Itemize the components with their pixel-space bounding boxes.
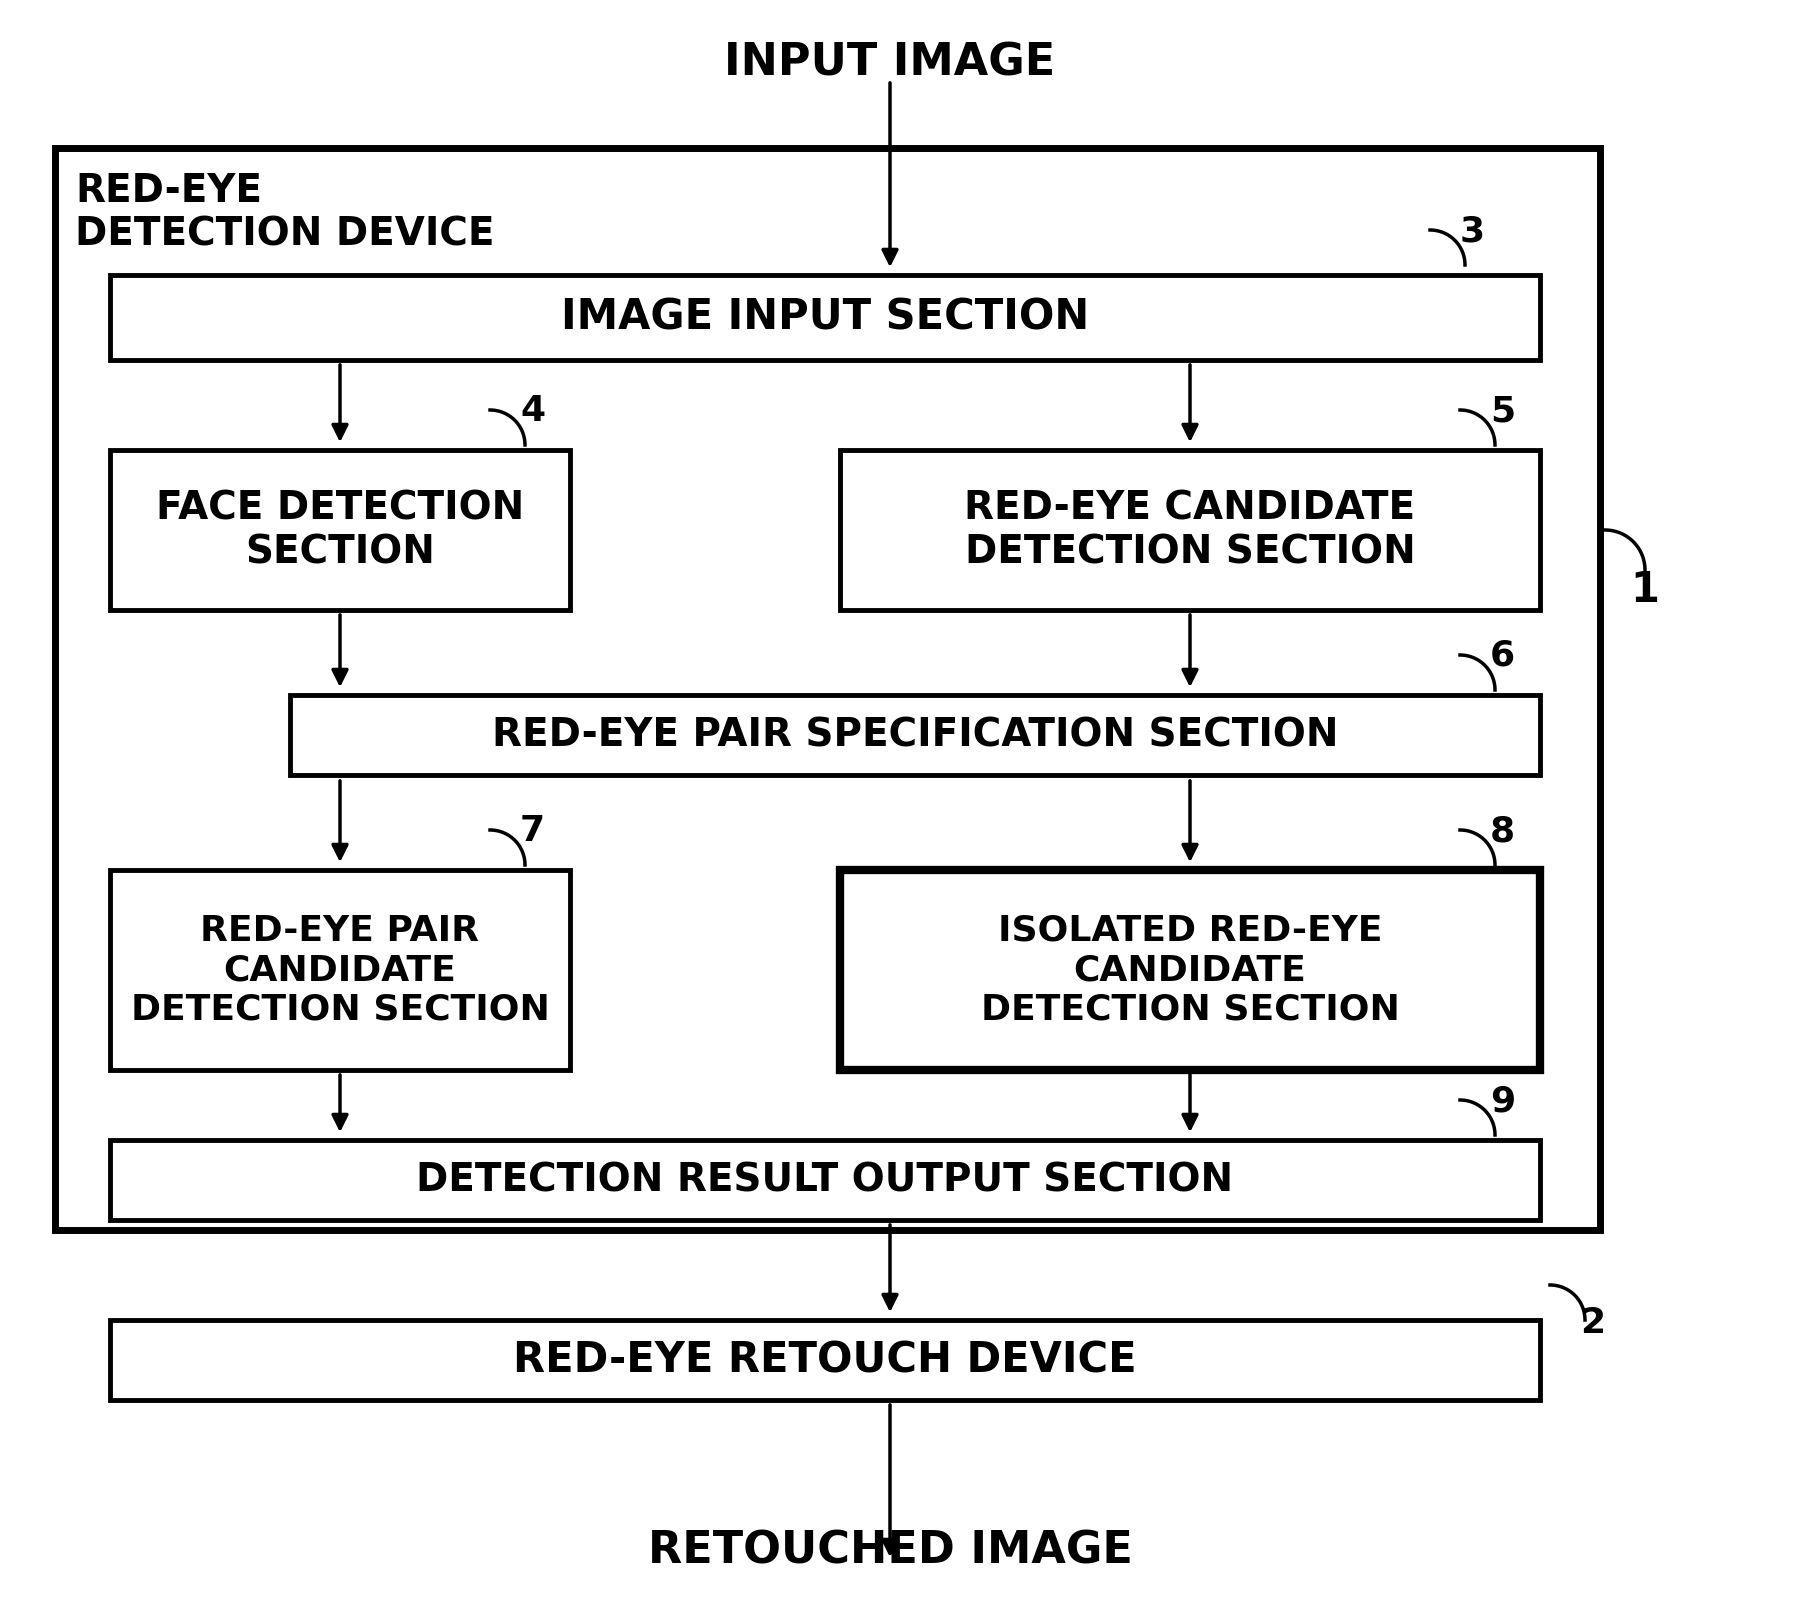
Text: RETOUCHED IMAGE: RETOUCHED IMAGE xyxy=(647,1530,1133,1571)
Text: RED-EYE PAIR SPECIFICATION SECTION: RED-EYE PAIR SPECIFICATION SECTION xyxy=(491,716,1338,753)
Text: 3: 3 xyxy=(1460,214,1485,248)
Bar xyxy=(56,148,1600,1230)
Bar xyxy=(840,869,1541,1071)
Text: RED-EYE RETOUCH DEVICE: RED-EYE RETOUCH DEVICE xyxy=(512,1340,1136,1381)
Text: 2: 2 xyxy=(1580,1306,1606,1340)
Bar xyxy=(110,1140,1541,1220)
Text: 7: 7 xyxy=(520,815,545,848)
Text: FACE DETECTION
SECTION: FACE DETECTION SECTION xyxy=(156,489,525,572)
Text: 5: 5 xyxy=(1491,394,1516,428)
Text: DETECTION RESULT OUTPUT SECTION: DETECTION RESULT OUTPUT SECTION xyxy=(417,1161,1233,1199)
Text: 1: 1 xyxy=(1631,568,1660,612)
Text: IMAGE INPUT SECTION: IMAGE INPUT SECTION xyxy=(561,296,1090,338)
Text: 9: 9 xyxy=(1491,1084,1516,1117)
Bar xyxy=(289,696,1541,774)
Bar xyxy=(110,275,1541,361)
Text: RED-EYE CANDIDATE
DETECTION SECTION: RED-EYE CANDIDATE DETECTION SECTION xyxy=(964,489,1415,572)
Bar xyxy=(110,451,570,610)
Text: RED-EYE PAIR
CANDIDATE
DETECTION SECTION: RED-EYE PAIR CANDIDATE DETECTION SECTION xyxy=(131,913,550,1027)
Text: 4: 4 xyxy=(520,394,545,428)
Bar xyxy=(840,451,1541,610)
Text: RED-EYE
DETECTION DEVICE: RED-EYE DETECTION DEVICE xyxy=(76,172,494,254)
Text: 6: 6 xyxy=(1491,638,1516,671)
Text: 8: 8 xyxy=(1491,815,1516,848)
Text: INPUT IMAGE: INPUT IMAGE xyxy=(725,42,1055,85)
Bar xyxy=(110,1320,1541,1401)
Bar xyxy=(110,869,570,1071)
Text: ISOLATED RED-EYE
CANDIDATE
DETECTION SECTION: ISOLATED RED-EYE CANDIDATE DETECTION SEC… xyxy=(980,913,1399,1027)
